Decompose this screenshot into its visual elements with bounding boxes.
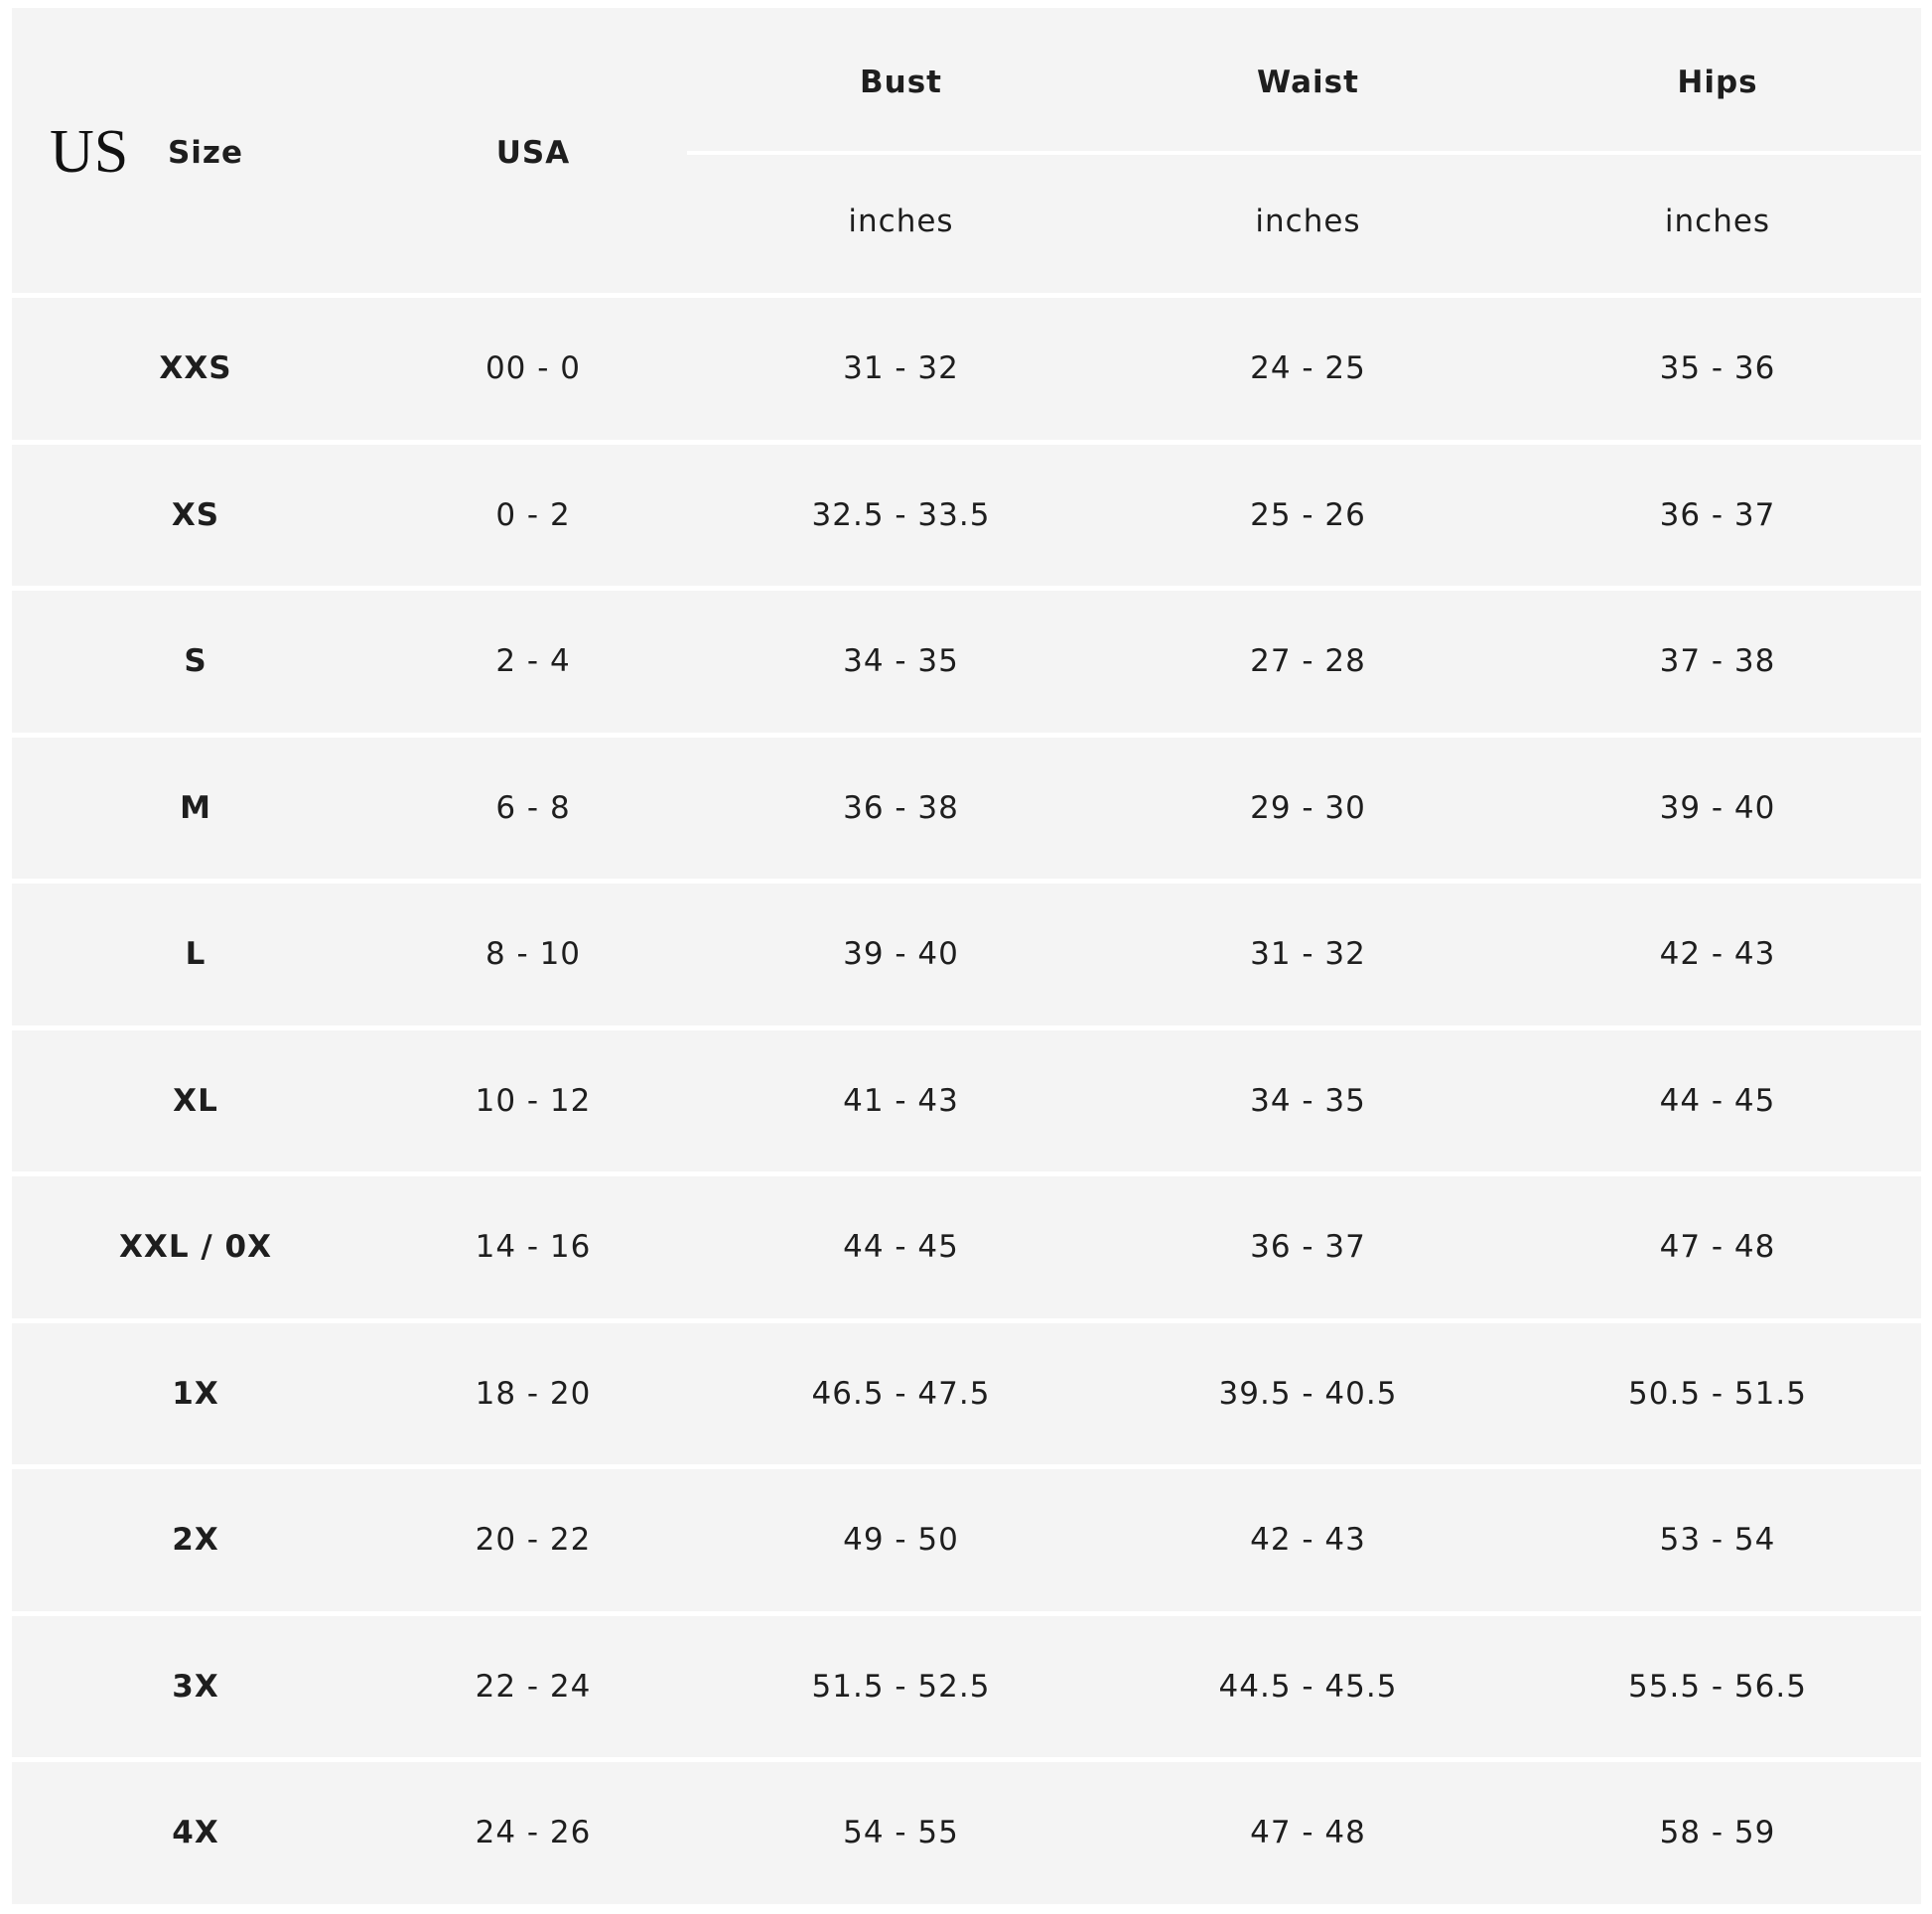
waist-cell: 34 - 35 xyxy=(1250,1082,1366,1119)
bust-cell: 54 - 55 xyxy=(843,1815,959,1850)
table-row: M 6 - 8 36 - 38 29 - 30 39 - 40 xyxy=(12,738,1921,884)
usa-cell: 00 - 0 xyxy=(484,350,582,386)
size-cell: 1X xyxy=(172,1375,219,1412)
hips-cell: 58 - 59 xyxy=(1659,1815,1776,1850)
usa-cell: 8 - 10 xyxy=(484,936,582,972)
bust-header: Bust xyxy=(860,65,942,100)
usa-cell: 2 - 4 xyxy=(495,643,571,679)
bust-cell: 41 - 43 xyxy=(843,1082,959,1119)
bust-cell: 46.5 - 47.5 xyxy=(811,1375,991,1412)
bust-cell: 31 - 32 xyxy=(843,350,959,386)
usa-cell: 24 - 26 xyxy=(475,1815,592,1850)
region-label: US xyxy=(50,118,129,186)
hips-unit: inches xyxy=(1664,204,1771,239)
table-row: XXS 00 - 0 31 - 32 24 - 25 35 - 36 xyxy=(12,298,1921,445)
waist-cell: 24 - 25 xyxy=(1250,350,1366,386)
table-row: 2X 20 - 22 49 - 50 42 - 43 53 - 54 xyxy=(12,1469,1921,1616)
size-cell: 3X xyxy=(172,1668,219,1705)
bust-cell: 36 - 38 xyxy=(843,789,959,826)
bust-cell: 44 - 45 xyxy=(843,1229,959,1265)
size-cell: XS xyxy=(171,496,220,533)
bust-cell: 34 - 35 xyxy=(843,643,959,679)
hips-cell: 35 - 36 xyxy=(1659,350,1776,386)
bust-unit: inches xyxy=(848,204,954,239)
table-row: XL 10 - 12 41 - 43 34 - 35 44 - 45 xyxy=(12,1030,1921,1176)
hips-cell: 39 - 40 xyxy=(1659,789,1776,826)
waist-cell: 29 - 30 xyxy=(1250,789,1366,826)
size-cell: 2X xyxy=(172,1522,219,1558)
bust-cell: 39 - 40 xyxy=(843,936,959,972)
hips-header: Hips xyxy=(1677,65,1758,100)
waist-cell: 39.5 - 40.5 xyxy=(1218,1375,1398,1412)
hips-cell: 53 - 54 xyxy=(1659,1522,1776,1558)
waist-cell: 36 - 37 xyxy=(1250,1229,1366,1265)
hips-cell: 44 - 45 xyxy=(1659,1082,1776,1119)
table-row: 4X 24 - 26 54 - 55 47 - 48 58 - 59 xyxy=(12,1762,1921,1909)
hips-cell: 55.5 - 56.5 xyxy=(1628,1668,1807,1705)
header-divider xyxy=(687,151,1921,155)
usa-header: USA xyxy=(495,135,571,171)
hips-cell: 47 - 48 xyxy=(1659,1229,1776,1265)
bust-cell: 51.5 - 52.5 xyxy=(811,1668,991,1705)
table-row: 3X 22 - 24 51.5 - 52.5 44.5 - 45.5 55.5 - 56… xyxy=(12,1616,1921,1762)
waist-cell: 42 - 43 xyxy=(1250,1522,1366,1558)
waist-cell: 27 - 28 xyxy=(1250,643,1366,679)
waist-unit: inches xyxy=(1255,204,1361,239)
waist-header: Waist xyxy=(1257,65,1359,100)
size-cell: XXL / 0X xyxy=(119,1229,272,1265)
waist-cell: 25 - 26 xyxy=(1250,496,1366,533)
waist-cell: 31 - 32 xyxy=(1250,936,1366,972)
size-cell: XXS xyxy=(159,350,232,386)
size-cell: S xyxy=(184,643,207,679)
hips-cell: 50.5 - 51.5 xyxy=(1628,1375,1807,1412)
usa-cell: 10 - 12 xyxy=(475,1082,592,1119)
hips-cell: 42 - 43 xyxy=(1659,936,1776,972)
table-header: US Size USA Bust Waist Hips inches inche… xyxy=(12,8,1921,298)
usa-cell: 14 - 16 xyxy=(475,1229,592,1265)
usa-cell: 22 - 24 xyxy=(475,1668,592,1705)
size-cell: M xyxy=(180,789,211,826)
size-chart-table: US Size USA Bust Waist Hips inches inche… xyxy=(12,8,1921,1909)
size-cell: 4X xyxy=(172,1815,219,1850)
hips-cell: 37 - 38 xyxy=(1659,643,1776,679)
table-row: XS 0 - 2 32.5 - 33.5 25 - 26 36 - 37 xyxy=(12,445,1921,591)
usa-cell: 20 - 22 xyxy=(475,1522,592,1558)
size-cell: L xyxy=(185,936,207,972)
waist-cell: 47 - 48 xyxy=(1250,1815,1366,1850)
waist-cell: 44.5 - 45.5 xyxy=(1218,1668,1398,1705)
usa-cell: 6 - 8 xyxy=(495,789,571,826)
table-row: XXL / 0X 14 - 16 44 - 45 36 - 37 47 - 48 xyxy=(12,1176,1921,1323)
hips-cell: 36 - 37 xyxy=(1659,496,1776,533)
usa-cell: 18 - 20 xyxy=(475,1375,592,1412)
table-row: 1X 18 - 20 46.5 - 47.5 39.5 - 40.5 50.5 - 51… xyxy=(12,1323,1921,1469)
size-header: Size xyxy=(167,135,244,171)
bust-cell: 32.5 - 33.5 xyxy=(811,496,991,533)
bust-cell: 49 - 50 xyxy=(843,1522,959,1558)
usa-cell: 0 - 2 xyxy=(495,496,571,533)
table-row: L 8 - 10 39 - 40 31 - 32 42 - 43 xyxy=(12,884,1921,1030)
size-cell: XL xyxy=(173,1082,218,1119)
table-row: S 2 - 4 34 - 35 27 - 28 37 - 38 xyxy=(12,591,1921,738)
